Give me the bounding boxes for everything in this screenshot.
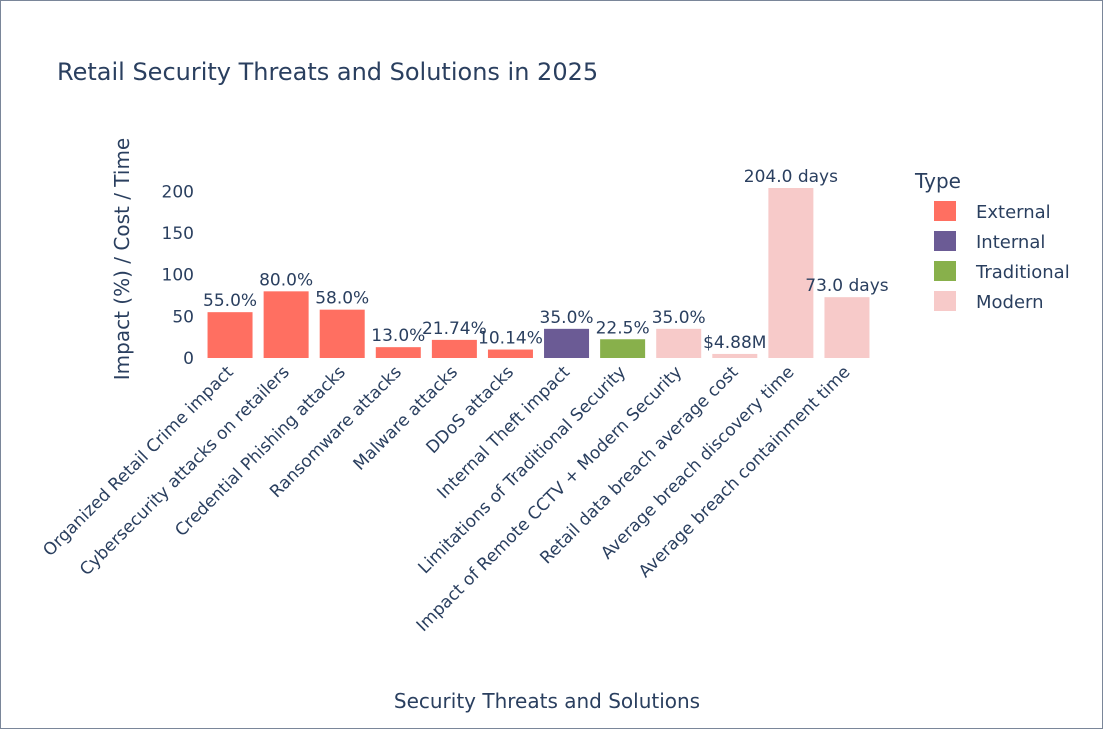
legend-title: Type — [914, 169, 961, 193]
x-tick-label: Cybersecurity attacks on retailers — [76, 362, 294, 580]
x-tick-label: Malware attacks — [350, 362, 462, 474]
legend-item[interactable]: Traditional — [934, 261, 1070, 283]
legend-swatch — [934, 231, 956, 251]
bar-value-label: 35.0% — [540, 308, 594, 328]
y-axis-label: Impact (%) / Cost / Time — [110, 138, 134, 380]
bar — [656, 328, 702, 358]
bar-value-label: $4.88M — [703, 333, 766, 353]
legend-label: Internal — [976, 232, 1045, 253]
y-tick-label: 50 — [172, 307, 194, 327]
bar — [319, 309, 365, 358]
legend-label: Traditional — [975, 262, 1070, 283]
y-tick-label: 100 — [162, 266, 194, 286]
bar-value-label: 73.0 days — [805, 276, 889, 296]
y-tick-label: 200 — [162, 182, 194, 202]
chart-title: Retail Security Threats and Solutions in… — [57, 58, 598, 86]
bar-value-label: 58.0% — [315, 289, 369, 309]
legend-swatch — [934, 261, 956, 281]
bar — [375, 347, 421, 358]
x-tick-label: Limitations of Traditional Security — [415, 362, 631, 578]
x-tick-label: Retail data breach average cost — [536, 362, 742, 568]
bar-value-label: 21.74% — [422, 319, 487, 339]
legend-item[interactable]: Modern — [934, 291, 1044, 313]
bar-value-label: 55.0% — [203, 291, 257, 311]
bar-value-label: 35.0% — [652, 308, 706, 328]
legend-swatch — [934, 201, 956, 221]
bars — [207, 188, 870, 358]
bar — [544, 328, 590, 358]
bar — [207, 312, 253, 358]
y-tick-label: 150 — [162, 224, 194, 244]
bar — [431, 339, 477, 358]
legend-item[interactable]: Internal — [934, 231, 1045, 253]
bar — [712, 353, 758, 358]
legend-label: Modern — [976, 292, 1044, 313]
x-tick-label: Impact of Remote CCTV + Modern Security — [413, 362, 687, 636]
legend-label: External — [976, 202, 1051, 223]
bar-value-label: 10.14% — [478, 329, 543, 349]
x-axis-label: Security Threats and Solutions — [394, 689, 700, 713]
x-tick-label: Average breach containment time — [635, 362, 854, 581]
bar-value-labels: 55.0%80.0%58.0%13.0%21.74%10.14%35.0%22.… — [203, 167, 889, 353]
bar-value-label: 22.5% — [596, 318, 650, 338]
legend-item[interactable]: External — [934, 201, 1051, 223]
y-tick-label: 0 — [183, 349, 194, 369]
bar — [487, 349, 533, 358]
x-axis-ticks: Organized Retail Crime impactCybersecuri… — [39, 362, 854, 636]
bar-value-label: 204.0 days — [744, 167, 838, 187]
bar-value-label: 13.0% — [371, 326, 425, 346]
bar-value-label: 80.0% — [259, 270, 313, 290]
bar — [263, 291, 309, 358]
legend-swatch — [934, 291, 956, 311]
bar — [824, 297, 870, 358]
bar — [768, 188, 814, 358]
bar — [600, 339, 646, 358]
legend: Type External Internal Traditional Modern — [914, 169, 1070, 313]
y-axis-ticks: 0 50 100 150 200 — [162, 182, 194, 369]
